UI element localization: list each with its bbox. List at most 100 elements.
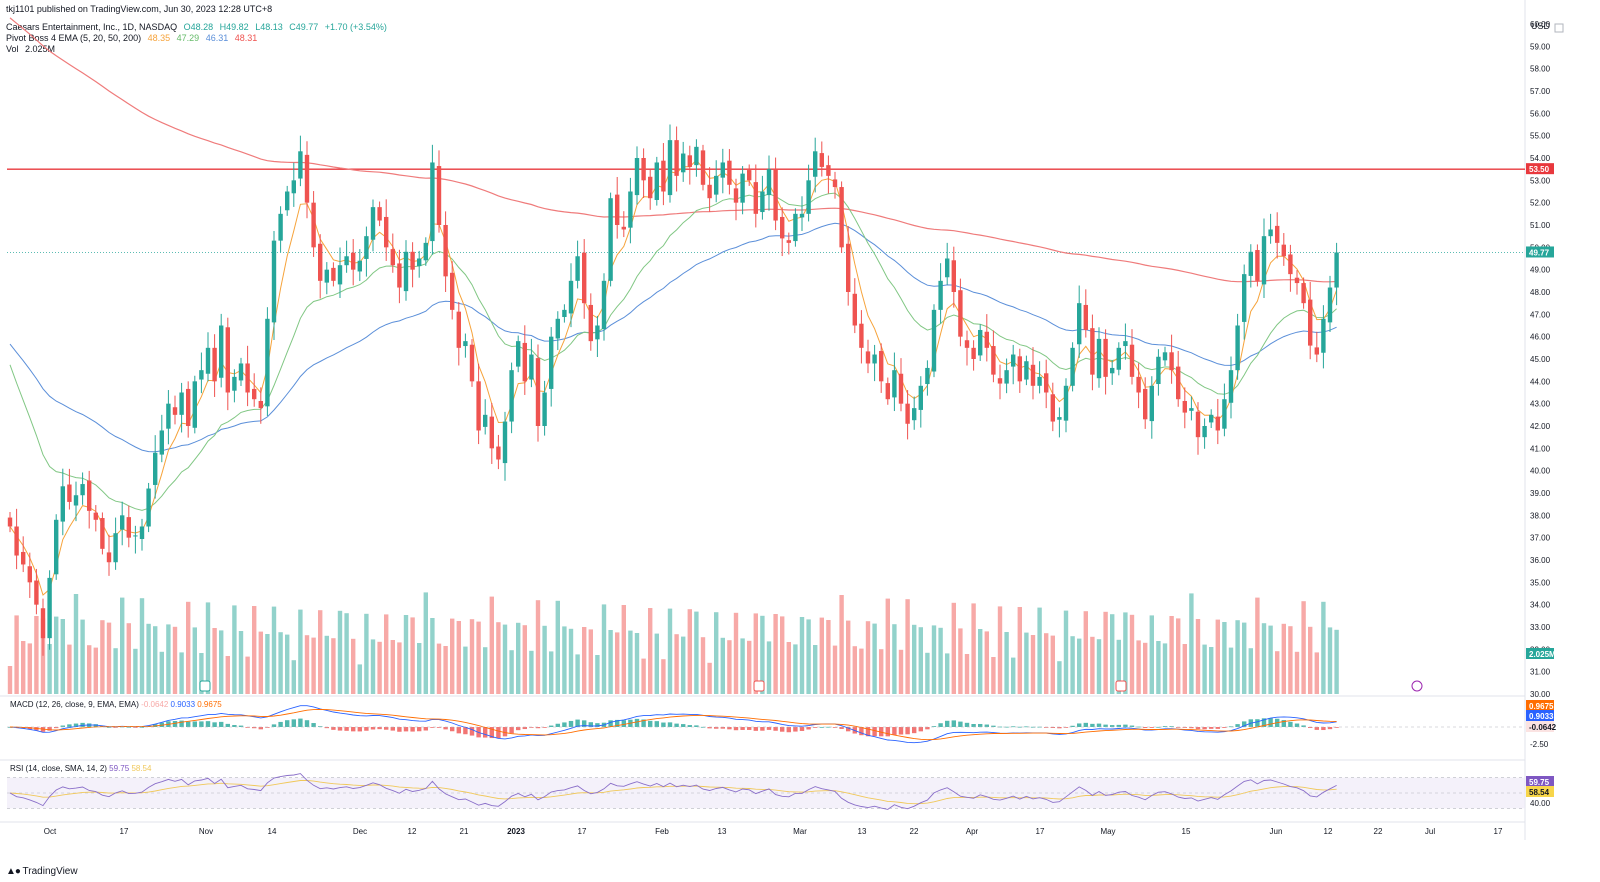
candle-body — [819, 153, 824, 167]
volume-bar — [344, 613, 349, 694]
volume-bar — [733, 612, 739, 694]
volume-bar — [793, 644, 798, 694]
volume-bar — [1070, 636, 1075, 694]
candle-body — [641, 158, 646, 181]
macd-value-tag: 0.9033 — [1529, 712, 1554, 721]
volume-bar — [799, 617, 805, 694]
volume-bar — [252, 606, 257, 694]
macd-histogram-bar — [238, 725, 244, 727]
macd-histogram-bar — [245, 727, 250, 728]
volume-bar — [311, 637, 316, 694]
vol-label[interactable]: Vol — [6, 44, 19, 54]
y-tick-label: 40.00 — [1530, 467, 1551, 476]
candle-body — [753, 182, 758, 214]
volume-bar — [212, 628, 217, 694]
macd-histogram-bar — [813, 727, 818, 728]
candle-body — [1143, 388, 1148, 420]
ema-legend: Pivot Boss 4 EMA (5, 20, 50, 200) 48.35 … — [6, 33, 261, 44]
volume-bar — [760, 615, 765, 694]
candle-body — [1327, 287, 1333, 323]
volume-bar — [126, 623, 131, 694]
volume-bar — [489, 596, 494, 694]
candle-body — [1090, 328, 1095, 375]
macd-histogram-bar — [179, 720, 184, 727]
candle-body — [1222, 399, 1227, 429]
candle-body — [172, 407, 178, 415]
volume-bar — [1261, 623, 1267, 694]
macd-histogram-bar — [126, 726, 131, 728]
candle-body — [806, 180, 811, 214]
y-tick-label: 58.00 — [1530, 65, 1551, 74]
candle-body — [568, 280, 574, 314]
published-text: tkj1101 published on TradingView.com, Ju… — [6, 4, 273, 14]
volume-bar — [238, 631, 244, 694]
volume-bar — [694, 611, 699, 694]
candle-body — [832, 179, 838, 188]
macd-histogram-bar — [654, 721, 659, 727]
volume-bar — [370, 639, 376, 694]
volume-bar — [681, 636, 686, 694]
candle-body — [1077, 303, 1082, 345]
candle-body — [1248, 251, 1253, 276]
candle-body — [516, 341, 521, 367]
volume-bar — [1017, 607, 1022, 694]
macd-histogram-bar — [1327, 727, 1333, 730]
candle-body — [720, 162, 725, 178]
macd-histogram-bar — [351, 727, 356, 732]
volume-bar — [1176, 618, 1181, 694]
volume-bar — [21, 641, 26, 694]
macd-histogram-bar — [93, 724, 98, 727]
volume-bar — [958, 628, 963, 694]
macd-histogram-bar — [1255, 719, 1260, 727]
macd-histogram-bar — [291, 719, 296, 727]
volume-bar — [410, 617, 415, 694]
x-tick-label: Dec — [353, 827, 367, 836]
last-price-tag-bg — [1526, 246, 1554, 258]
candle-body — [304, 154, 310, 203]
macd-label[interactable]: MACD (12, 26, close, 9, EMA, EMA) — [10, 700, 139, 709]
macd-histogram-bar — [436, 727, 442, 728]
macd-histogram-bar — [1044, 727, 1049, 728]
macd-histogram-bar — [931, 726, 937, 727]
volume-bar — [469, 619, 475, 694]
macd-histogram-bar — [1182, 727, 1187, 728]
volume-bar — [700, 637, 706, 694]
macd-histogram-bar — [1057, 727, 1062, 729]
y-tick-label: 41.00 — [1530, 444, 1551, 453]
x-tick-label: 13 — [858, 827, 867, 836]
volume-bar — [621, 605, 626, 694]
candle-body — [318, 243, 323, 281]
candle-body — [1083, 304, 1088, 330]
macd-histogram-bar — [648, 720, 653, 727]
macd-histogram-bar — [205, 721, 211, 727]
candle-body — [1129, 344, 1135, 377]
candle-body — [456, 311, 461, 348]
volume-bar — [502, 624, 508, 694]
volume-bar — [780, 616, 785, 694]
rsi-label[interactable]: RSI (14, close, SMA, 14, 2) — [10, 764, 107, 773]
volume-bar — [1116, 639, 1121, 694]
volume-bar — [7, 666, 13, 694]
volume-bar — [337, 610, 343, 694]
candle-body — [839, 187, 844, 248]
x-tick-label: 13 — [718, 827, 727, 836]
candle-body — [938, 280, 943, 310]
macd-histogram-bar — [720, 727, 725, 729]
macd-histogram-bar — [542, 727, 547, 728]
ema-label[interactable]: Pivot Boss 4 EMA (5, 20, 50, 200) — [6, 33, 142, 43]
candle-body — [436, 166, 442, 225]
symbol-name[interactable]: Caesars Entertainment, Inc., 1D, NASDAQ — [6, 22, 178, 32]
volume-bar — [872, 623, 877, 694]
macd-histogram-bar — [1215, 727, 1220, 729]
tradingview-brand[interactable]: ▲● TradingView — [6, 866, 78, 877]
volume-bar — [205, 602, 211, 694]
macd-histogram-bar — [806, 727, 811, 730]
macd-histogram-bar — [733, 727, 739, 731]
y-tick-label: 44.00 — [1530, 377, 1551, 386]
candle-body — [740, 173, 745, 203]
low-value: L48.13 — [255, 22, 283, 32]
volume-bar — [555, 600, 560, 694]
macd-histogram-bar — [311, 723, 316, 727]
macd-histogram-bar — [879, 727, 884, 737]
